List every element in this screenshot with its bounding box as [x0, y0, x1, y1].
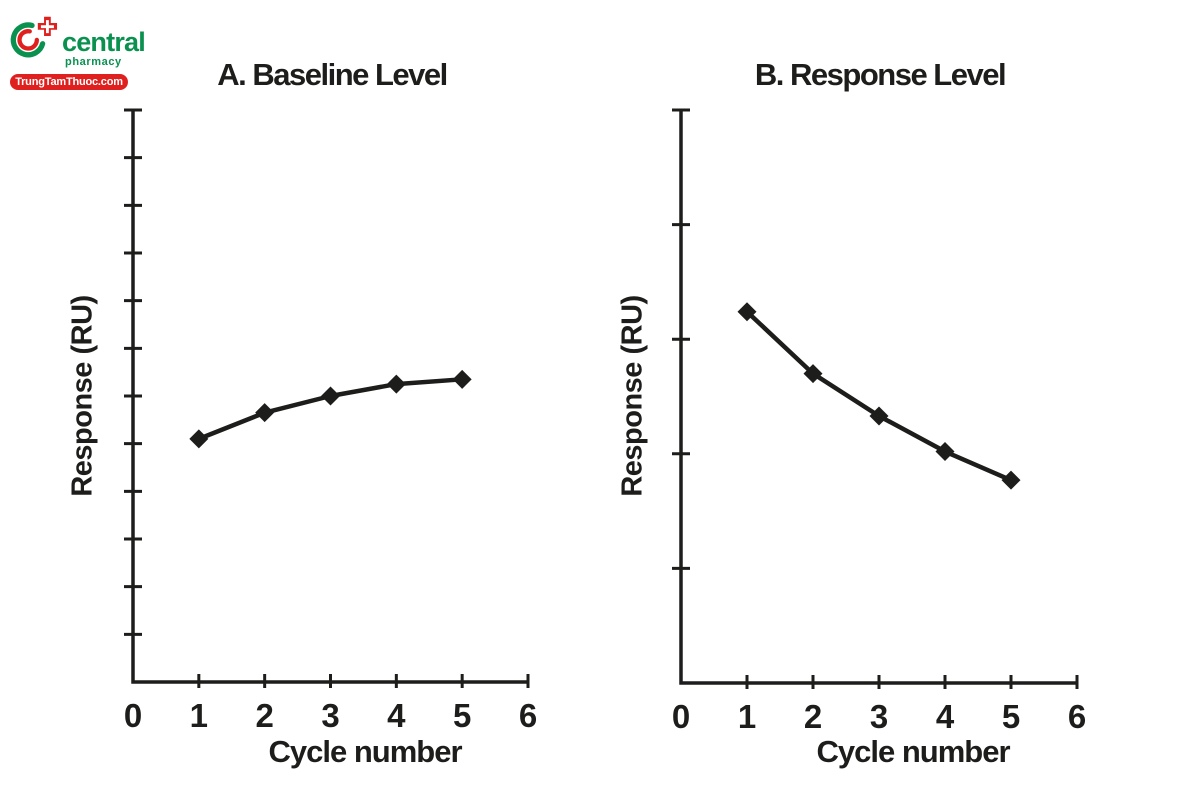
x-tick-label: 2 [255, 697, 273, 734]
data-point-marker [1001, 470, 1021, 490]
x-tick-label: 1 [190, 697, 208, 734]
data-point-marker [452, 369, 472, 389]
x-tick-label: 4 [387, 697, 406, 734]
series-line [745, 310, 1012, 483]
data-point-marker [935, 442, 955, 462]
logo-tagline-text: pharmacy [65, 56, 122, 68]
x-tick-label: 0 [124, 697, 142, 734]
chart-b-x-axis-label: Cycle number [816, 734, 1010, 769]
x-tick-label: 6 [1068, 698, 1086, 735]
x-tick-label: 4 [936, 698, 955, 735]
logo-plus-inner-cross [40, 20, 54, 34]
logo-inner-ring [17, 29, 40, 51]
x-tick-label: 6 [519, 697, 537, 734]
logo-outer-ring [10, 22, 46, 58]
data-point-marker [386, 374, 406, 394]
data-point-marker [803, 364, 823, 384]
x-tick-label: 3 [870, 698, 888, 735]
central-pharmacy-logo: central pharmacy TrungTamThuoc.com [8, 10, 146, 90]
x-tick-label: 0 [672, 698, 690, 735]
x-tick-label: 3 [321, 697, 339, 734]
axes [679, 110, 1077, 685]
chart-a-x-axis-label: Cycle number [268, 734, 462, 769]
logo-domain-badge: TrungTamThuoc.com [10, 74, 128, 90]
data-point-marker [255, 403, 275, 423]
x-tick-label: 5 [1002, 698, 1020, 735]
chart-a-title: A. Baseline Level [217, 57, 448, 92]
data-point-marker [189, 429, 209, 449]
chart-b-title: B. Response Level [754, 57, 1007, 92]
x-tick-label: 1 [738, 698, 756, 735]
data-point-marker [737, 302, 757, 322]
data-point-marker [321, 386, 340, 406]
pharmacy-logo-icon [10, 16, 58, 58]
x-tick-label: 5 [453, 697, 471, 734]
x-tick-label: 2 [804, 698, 822, 735]
data-point-marker [869, 406, 889, 426]
logo-brand-text: central [62, 27, 146, 57]
